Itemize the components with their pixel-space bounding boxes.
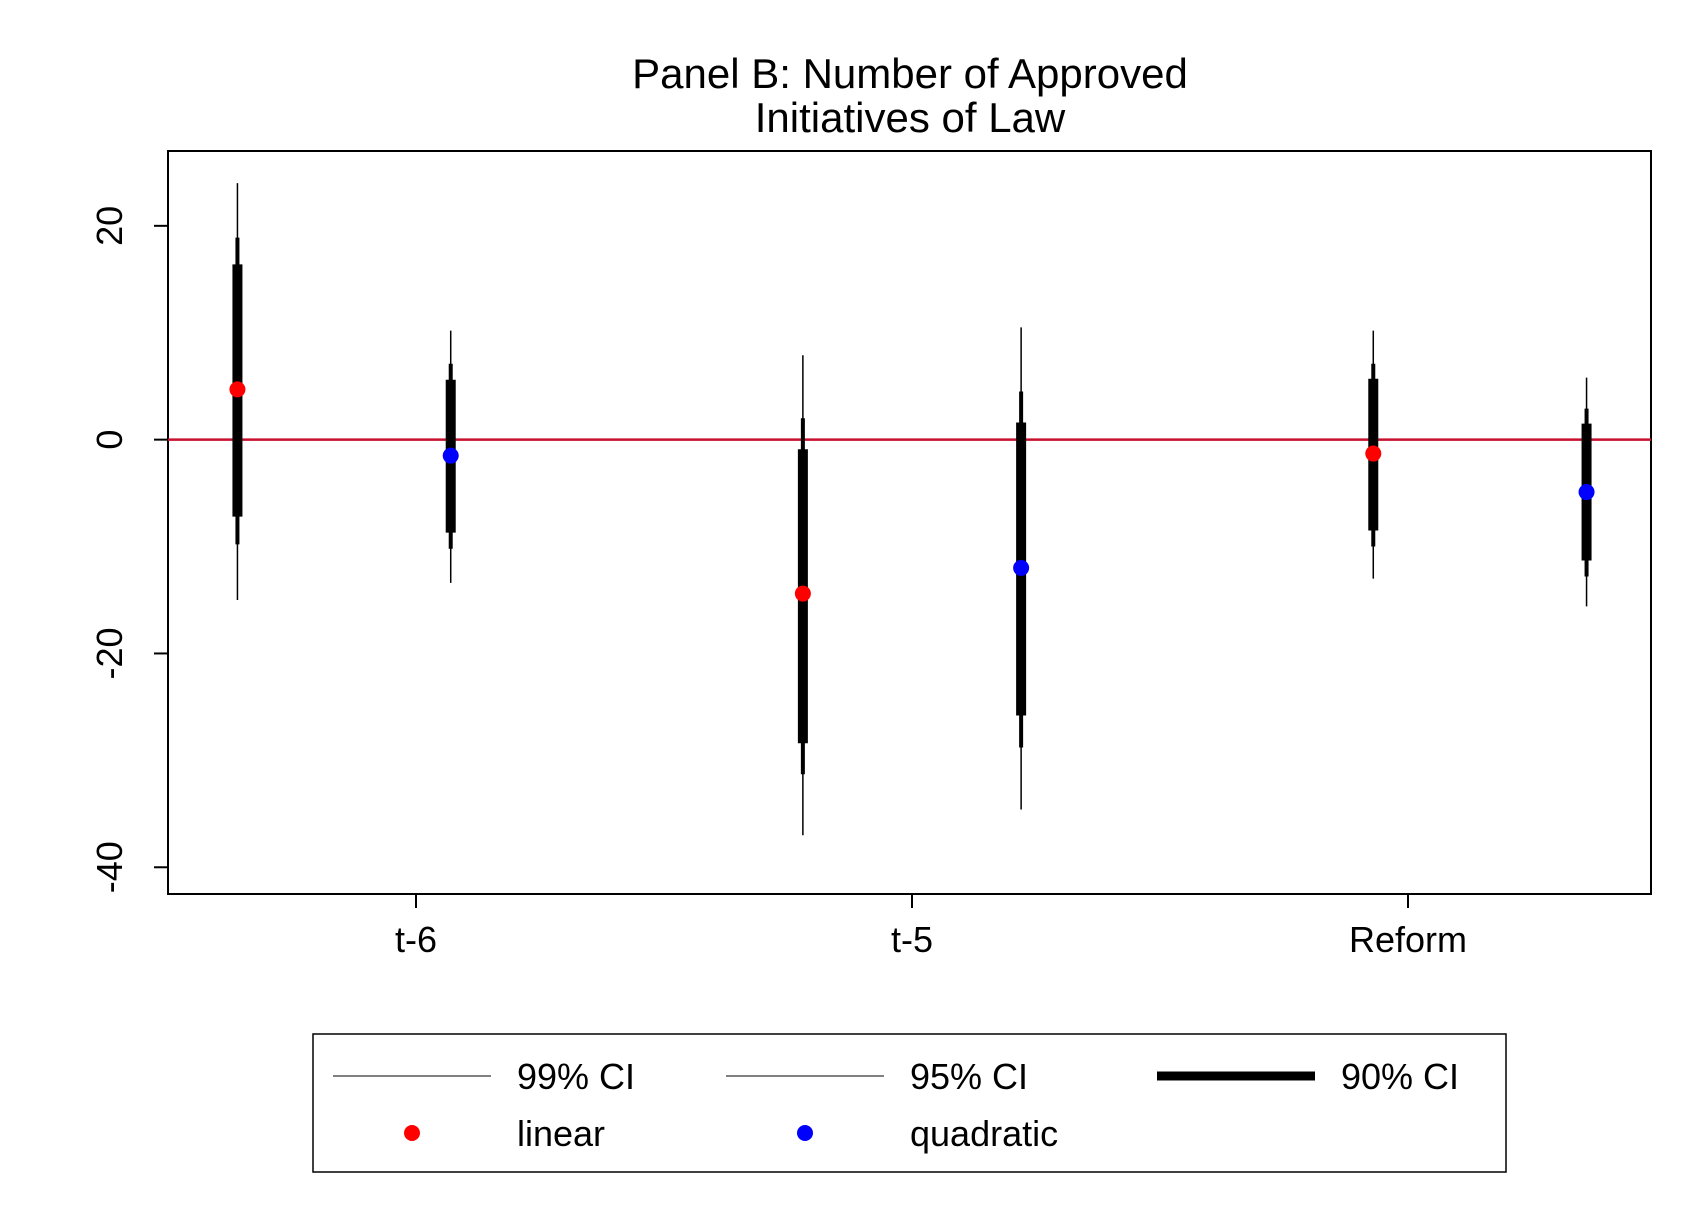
legend-linear-marker xyxy=(404,1125,420,1141)
legend-99ci-label: 99% CI xyxy=(517,1056,635,1097)
legend-linear-label: linear xyxy=(517,1113,605,1154)
y-tick-label-2: -20 xyxy=(89,627,130,679)
legend-90ci-label: 90% CI xyxy=(1341,1056,1459,1097)
legend-box xyxy=(312,1033,1507,1173)
chart-marks xyxy=(229,183,1595,836)
quadratic-t-6-estimate xyxy=(442,447,459,464)
linear-t-5-estimate xyxy=(794,585,811,602)
x-tick-label-2: Reform xyxy=(1349,919,1467,960)
legend-95ci-label: 95% CI xyxy=(910,1056,1028,1097)
linear-t-6-estimate xyxy=(229,381,246,398)
quadratic-reform-estimate xyxy=(1578,484,1595,501)
linear-reform-estimate xyxy=(1365,445,1382,462)
legend-quadratic-marker xyxy=(797,1125,813,1141)
chart-title-line-2: Initiatives of Law xyxy=(755,94,1066,141)
x-tick-label-1: t-5 xyxy=(891,919,933,960)
legend-quadratic-label: quadratic xyxy=(910,1113,1058,1154)
plot-frame xyxy=(167,150,1652,895)
legend: 99% CI 95% CI 90% CI linear quadratic xyxy=(312,1033,1507,1173)
quadratic-t-5-estimate xyxy=(1013,559,1030,576)
chart-title-line-1: Panel B: Number of Approved xyxy=(632,50,1188,97)
y-tick-label-1: 0 xyxy=(89,430,130,450)
x-tick-label-0: t-6 xyxy=(395,919,437,960)
x-axis: t-6 t-5 Reform xyxy=(395,894,1467,960)
y-tick-label-0: 20 xyxy=(89,206,130,246)
y-axis: 20 0 -20 -40 xyxy=(89,206,168,893)
y-tick-label-3: -40 xyxy=(89,841,130,893)
